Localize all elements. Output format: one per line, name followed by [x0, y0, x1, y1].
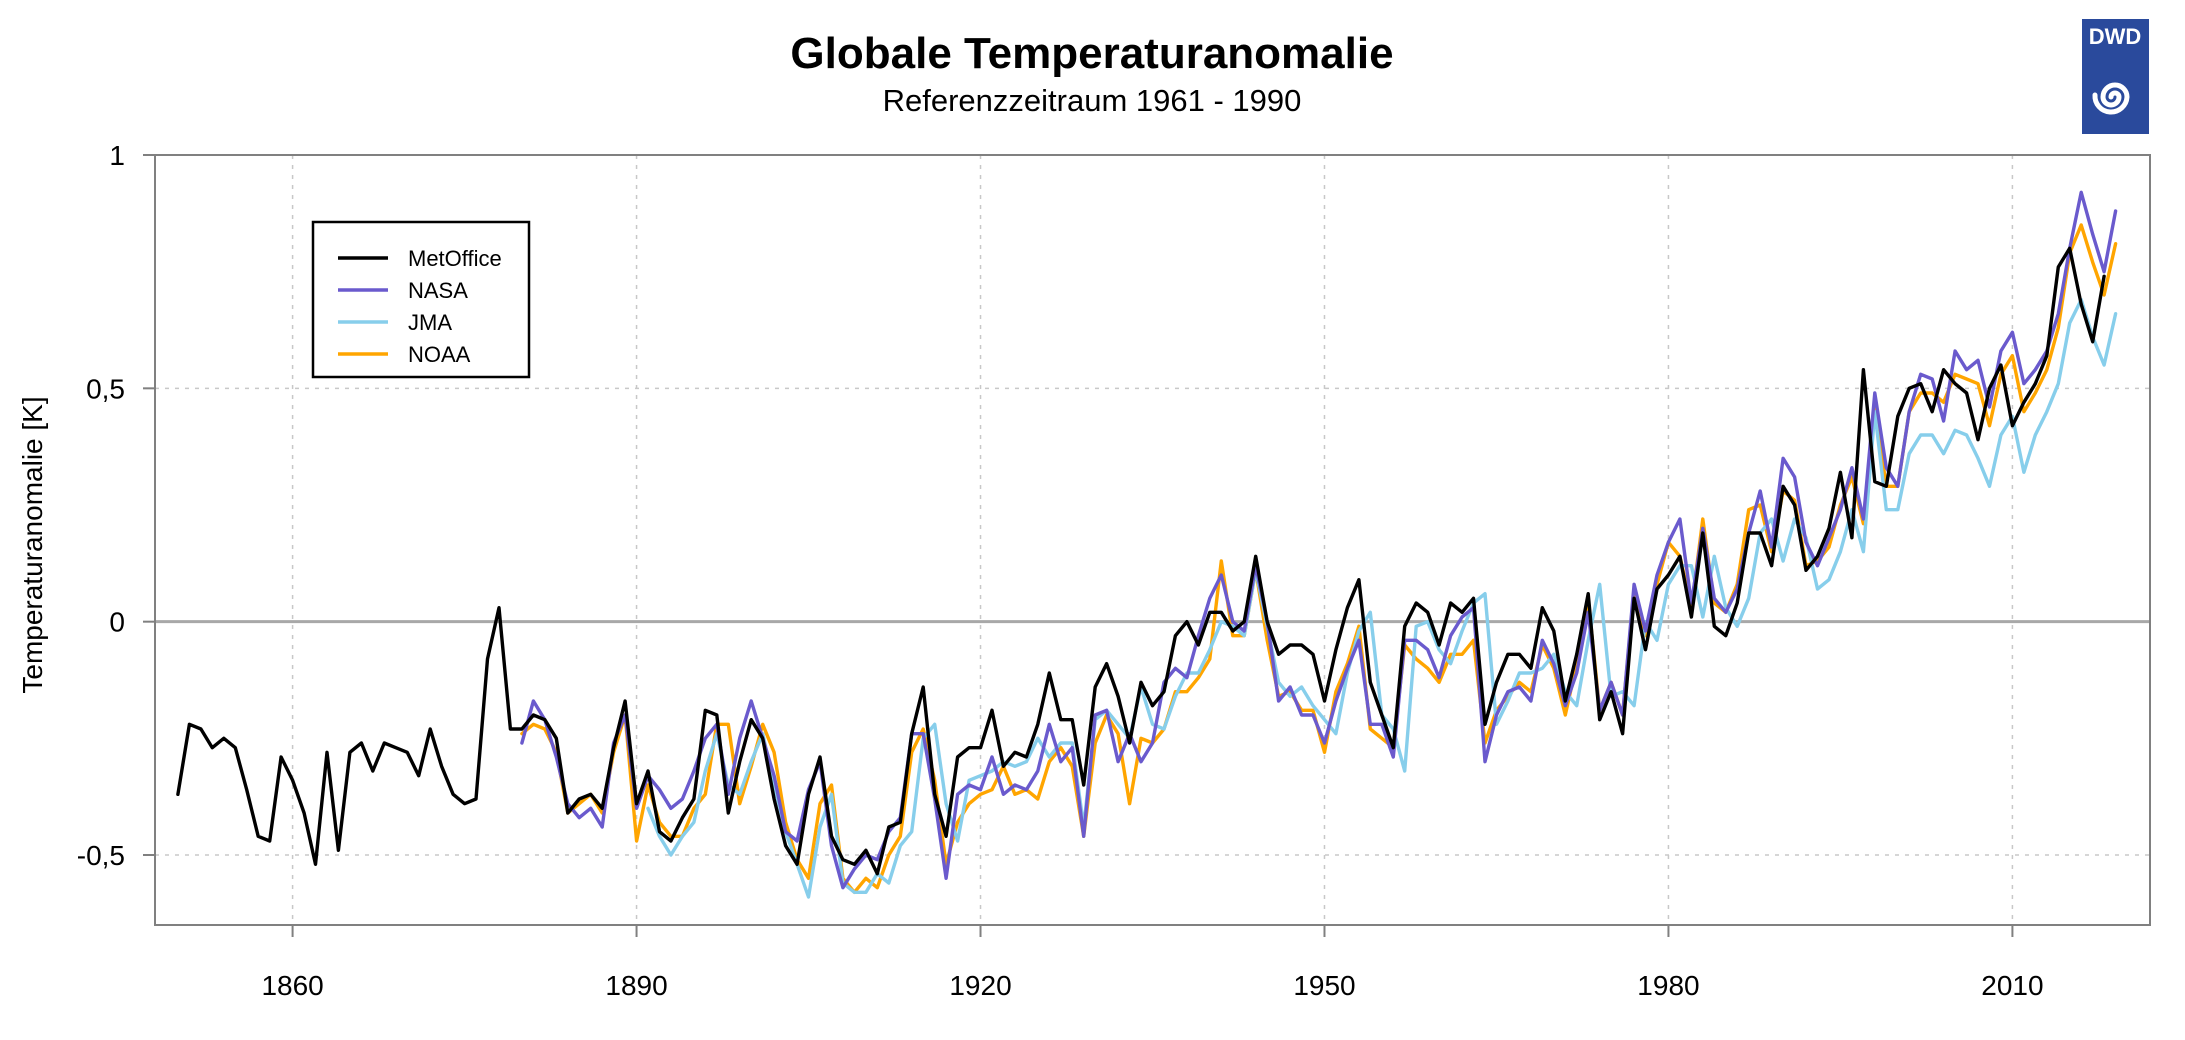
series-line-jma: [646, 298, 2118, 899]
x-tick-label-1950: 1950: [1293, 970, 1355, 1001]
legend-label-jma: JMA: [408, 310, 452, 335]
y-axis: -0,5 0 0,5 1: [77, 140, 155, 871]
legend-label-metoffice: MetOffice: [408, 246, 502, 271]
legend-label-noaa: NOAA: [408, 342, 471, 367]
chart-subtitle: Referenzzeitraum 1961 - 1990: [883, 83, 1302, 118]
x-tick-label-1980: 1980: [1637, 970, 1699, 1001]
chart-title: Globale Temperaturanomalie: [790, 29, 1393, 78]
dwd-logo-background: [2082, 19, 2149, 134]
spiral-icon: [2092, 82, 2130, 115]
y-tick-label-1: 1: [109, 140, 125, 171]
x-tick-label-1920: 1920: [949, 970, 1011, 1001]
x-tick-label-2010: 2010: [1981, 970, 2043, 1001]
series-lines: [176, 190, 2118, 899]
y-tick-label-0,5: 0,5: [86, 373, 125, 404]
x-tick-label-1860: 1860: [261, 970, 323, 1001]
series-line-noaa: [520, 223, 2118, 894]
legend-label-nasa: NASA: [408, 278, 468, 303]
x-axis: 1860 1890 1920 1950 1980 2010: [261, 925, 2044, 1001]
legend: MetOffice NASA JMA NOAA: [311, 220, 531, 379]
plot-frame: [154, 154, 2151, 926]
series-line-metoffice: [176, 246, 2106, 876]
y-tick-label-0: 0: [109, 607, 125, 638]
legend-box: [311, 220, 531, 379]
x-tick-label-1890: 1890: [605, 970, 667, 1001]
series-line-nasa: [520, 190, 2118, 890]
y-tick-label--0,5: -0,5: [77, 840, 125, 871]
dwd-logo: DWD: [2082, 19, 2149, 134]
y-axis-label: Temperaturanomalie [K]: [17, 396, 48, 693]
dwd-logo-text: DWD: [2089, 24, 2142, 49]
